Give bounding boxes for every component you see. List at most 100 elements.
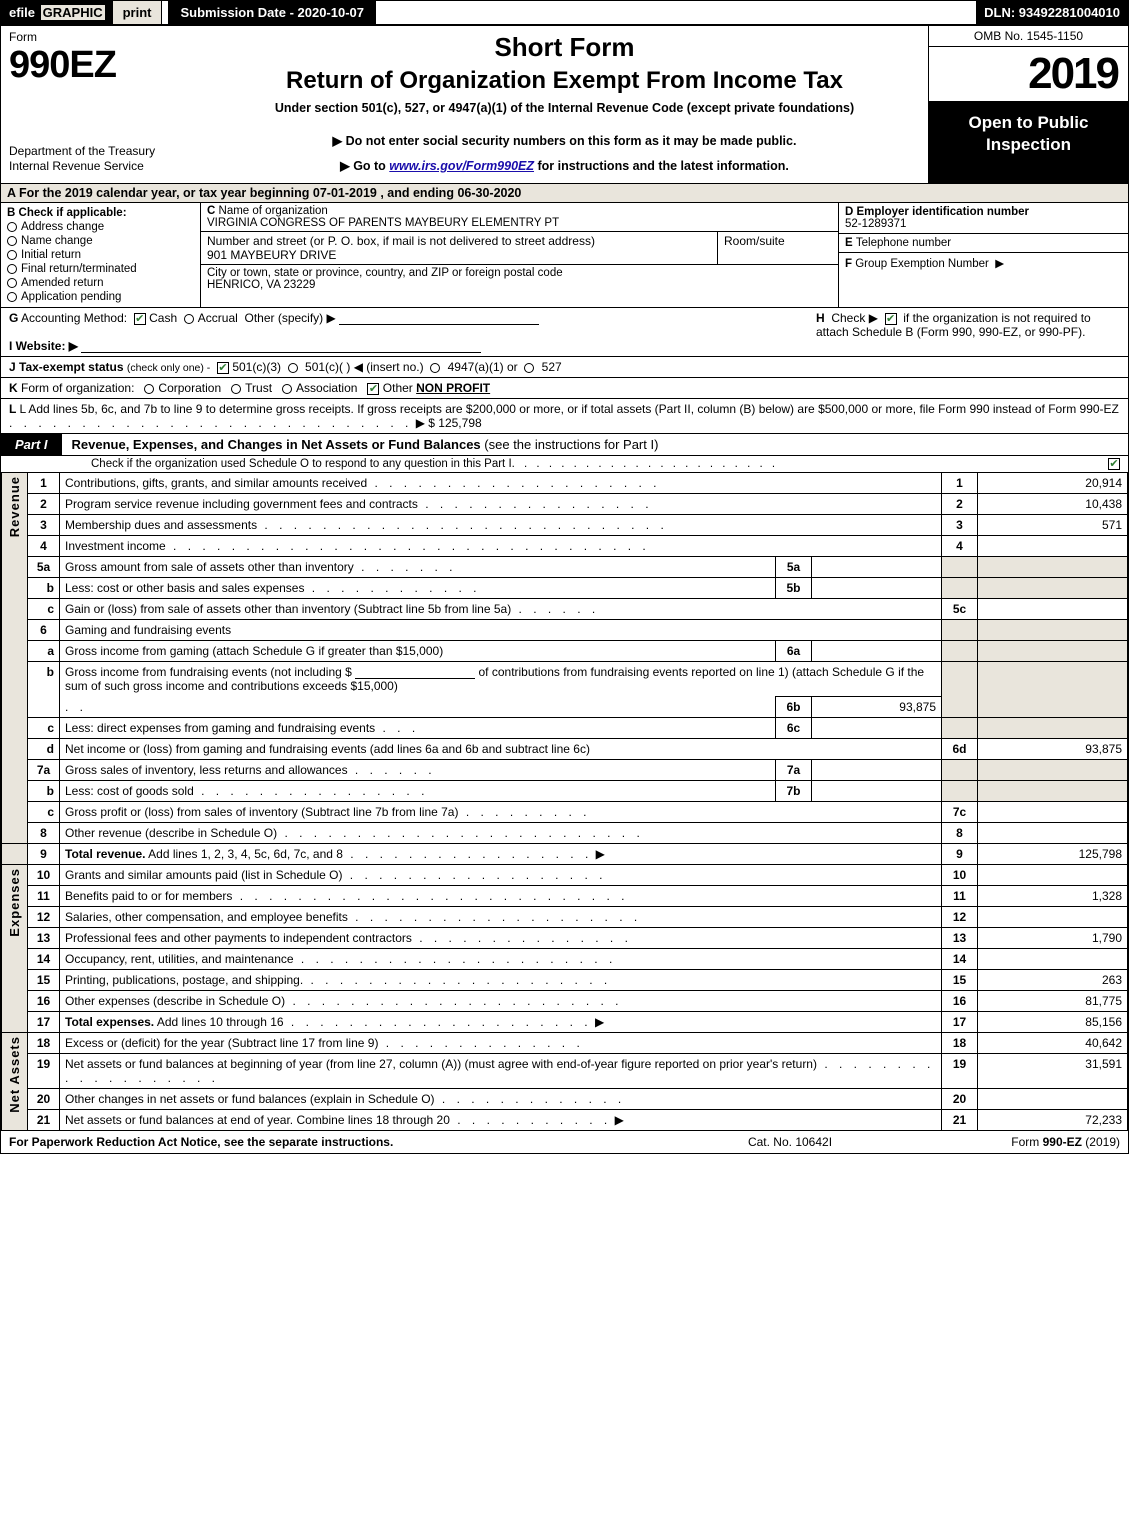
part1-title: Revenue, Expenses, and Changes in Net As…: [62, 437, 1128, 452]
check-label: Application pending: [21, 291, 121, 303]
opt-4947a1: 4947(a)(1) or: [448, 360, 518, 374]
net-assets-vlabel: Net Assets: [2, 1033, 28, 1131]
goto-pre: Go to: [353, 159, 389, 173]
line-rtno: 4: [942, 536, 978, 557]
line-value: [978, 823, 1128, 844]
line-value: 85,156: [978, 1012, 1128, 1033]
check-association[interactable]: [282, 384, 292, 394]
line-6d: d Net income or (loss) from gaming and f…: [2, 739, 1128, 760]
shade-cell: [978, 760, 1128, 781]
line-10: Expenses 10 Grants and similar amounts p…: [2, 865, 1128, 886]
room-label: Room/suite: [724, 234, 785, 248]
mid-val: [812, 641, 942, 662]
check-accrual[interactable]: [184, 314, 194, 324]
line-5b: b Less: cost or other basis and sales ex…: [2, 578, 1128, 599]
other-label: Other (specify): [244, 311, 323, 325]
mid-val: [812, 781, 942, 802]
line-value: [978, 536, 1128, 557]
k-other-value[interactable]: NON PROFIT: [416, 381, 490, 395]
department-label: Department of the Treasury Internal Reve…: [9, 144, 193, 175]
line-21: 21 Net assets or fund balances at end of…: [2, 1110, 1128, 1131]
line-desc: Gaming and fundraising events: [60, 620, 942, 641]
line-no: c: [28, 718, 60, 739]
line-desc: Net income or (loss) from gaming and fun…: [60, 739, 942, 760]
shade-cell: [942, 662, 978, 718]
line-rtno: 11: [942, 886, 978, 907]
line-rtno: 14: [942, 949, 978, 970]
desc-text: Less: direct expenses from gaming and fu…: [65, 721, 375, 735]
contrib-amount-input[interactable]: [355, 667, 475, 679]
city-row: City or town, state or province, country…: [201, 265, 838, 293]
h-schedule-b: H Check ▶ if the organization is not req…: [808, 308, 1128, 356]
g-accounting: G Accounting Method: Cash Accrual Other …: [1, 308, 808, 356]
check-trust[interactable]: [231, 384, 241, 394]
shade-cell: [942, 557, 978, 578]
check-schedule-b-not-required[interactable]: [885, 313, 897, 325]
check-label: Final return/terminated: [21, 263, 137, 275]
line-17: 17 Total expenses. Add lines 10 through …: [2, 1012, 1128, 1033]
print-button[interactable]: print: [113, 1, 163, 24]
shade-cell: [942, 760, 978, 781]
desc-text: Gross amount from sale of assets other t…: [65, 560, 354, 574]
check-501c3[interactable]: [217, 362, 229, 374]
taxyear-end: 06-30-2020: [457, 186, 521, 200]
ein-value: 52-1289371: [845, 218, 906, 230]
line-no: 13: [28, 928, 60, 949]
check-corporation[interactable]: [144, 384, 154, 394]
f-text: Group Exemption Number: [855, 258, 989, 270]
line-rtno: 8: [942, 823, 978, 844]
check-application-pending[interactable]: Application pending: [7, 291, 194, 303]
line-rtno: 15: [942, 970, 978, 991]
check-address-change[interactable]: Address change: [7, 221, 194, 233]
line-no: 1: [28, 473, 60, 494]
line-6c: c Less: direct expenses from gaming and …: [2, 718, 1128, 739]
e-letter: E: [845, 237, 853, 249]
line-value: 10,438: [978, 494, 1128, 515]
l-amount: $ 125,798: [428, 416, 481, 430]
part1-header: Part I Revenue, Expenses, and Changes in…: [1, 433, 1128, 456]
check-final-return[interactable]: Final return/terminated: [7, 263, 194, 275]
other-specify-input[interactable]: [339, 313, 539, 325]
b-text: Check if applicable:: [19, 207, 127, 219]
check-other-org[interactable]: [367, 383, 379, 395]
shade-cell: [942, 718, 978, 739]
line-no: 18: [28, 1033, 60, 1054]
street-value: 901 MAYBEURY DRIVE: [207, 248, 336, 262]
shade-cell: [942, 641, 978, 662]
submission-date-button[interactable]: Submission Date - 2020-10-07: [168, 1, 376, 24]
line-desc: Occupancy, rent, utilities, and maintena…: [60, 949, 942, 970]
check-527[interactable]: [524, 363, 534, 373]
return-title: Return of Organization Exempt From Incom…: [209, 67, 920, 95]
irs-link[interactable]: www.irs.gov/Form990EZ: [389, 159, 534, 173]
website-input[interactable]: [81, 341, 481, 353]
check-name-change[interactable]: Name change: [7, 235, 194, 247]
line-rtno: 2: [942, 494, 978, 515]
check-schedule-o-used[interactable]: [1108, 458, 1120, 470]
line-no: 20: [28, 1089, 60, 1110]
check-cash[interactable]: [134, 313, 146, 325]
mid-no: 6b: [776, 697, 812, 718]
mid-val: [812, 718, 942, 739]
desc-text: Net assets or fund balances at end of ye…: [65, 1113, 450, 1127]
check-initial-return[interactable]: Initial return: [7, 249, 194, 261]
line-desc: Total expenses. Add lines 10 through 16 …: [60, 1012, 942, 1033]
line-rtno: 6d: [942, 739, 978, 760]
desc-text: Net assets or fund balances at beginning…: [65, 1057, 817, 1071]
part1-table: Revenue 1 Contributions, gifts, grants, …: [1, 472, 1128, 1131]
form-990ez-page: efile GRAPHIC print Submission Date - 20…: [0, 0, 1129, 1154]
line-11: 11 Benefits paid to or for members . . .…: [2, 886, 1128, 907]
entity-block: B Check if applicable: Address change Na…: [1, 203, 1128, 308]
line-no: 16: [28, 991, 60, 1012]
shade-cell: [942, 781, 978, 802]
blank-desc: . .: [60, 697, 776, 718]
accrual-label: Accrual: [198, 311, 238, 325]
check-amended-return[interactable]: Amended return: [7, 277, 194, 289]
desc-text: Professional fees and other payments to …: [65, 931, 412, 945]
check-4947a1[interactable]: [430, 363, 440, 373]
line-9: 9 Total revenue. Add lines 1, 2, 3, 4, 5…: [2, 844, 1128, 865]
check-501c[interactable]: [288, 363, 298, 373]
line-desc: Other revenue (describe in Schedule O) .…: [60, 823, 942, 844]
expenses-vtext: Expenses: [7, 868, 22, 937]
shade-cell: [978, 641, 1128, 662]
mid-val: [812, 557, 942, 578]
